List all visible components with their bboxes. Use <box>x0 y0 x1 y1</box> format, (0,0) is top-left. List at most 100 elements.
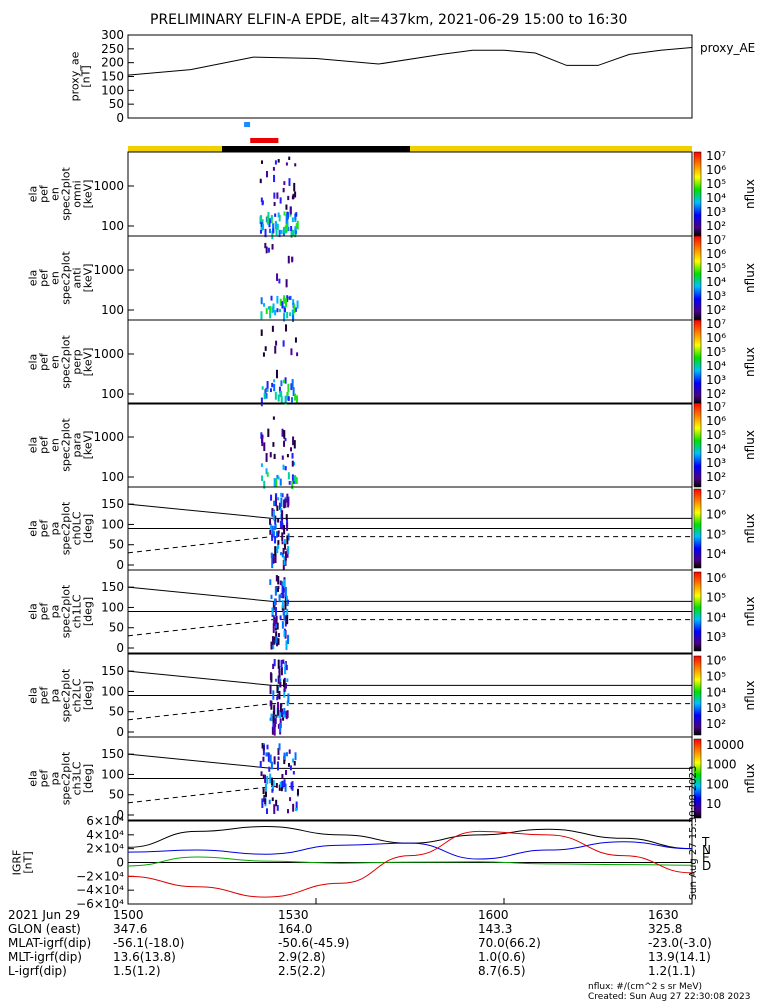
spec-pixel <box>296 300 299 309</box>
pa-pixel <box>281 780 284 789</box>
footer-row-label: L-igrf(dip) <box>8 964 67 978</box>
spec-pixel <box>287 396 290 401</box>
spec-colorbar-tick: 10⁵ <box>706 428 726 442</box>
spec-ylabel-line: pef <box>38 435 51 454</box>
spec-pixel <box>279 390 282 397</box>
pa-pixel <box>275 631 278 637</box>
pa-pixel <box>274 536 277 544</box>
pa-colorbar-gradient <box>693 571 702 652</box>
pa-colorbar-tick: 10⁴ <box>706 610 726 624</box>
spec-pixel <box>275 340 278 346</box>
spec-colorbar-tick: 10⁴ <box>706 275 726 289</box>
spec-pixel <box>278 386 281 393</box>
science-zone-bar <box>250 138 279 143</box>
pa-pixel <box>285 711 288 720</box>
pa-pixel <box>284 710 287 718</box>
pa-colorbar-tick: 10⁶ <box>706 654 726 668</box>
pa-colorbar-tick: 10² <box>706 717 726 731</box>
pa-pixel <box>285 595 288 601</box>
spec-colorbar-tick: 10² <box>706 303 726 317</box>
pa-pixel <box>297 788 300 796</box>
spec-colorbar-tick: 10⁵ <box>706 261 726 275</box>
pa-pixel <box>289 797 292 802</box>
pa-colorbar-tick: 10⁶ <box>706 571 726 585</box>
pa-pixel <box>280 703 283 707</box>
footer-row-value: 70.0(66.2) <box>478 936 541 950</box>
spec-pixel <box>263 480 266 489</box>
spec-pixel <box>285 298 288 308</box>
pa-pixel <box>287 693 290 704</box>
pa-pixel <box>286 535 289 545</box>
spec-colorbar-label-group: nflux <box>743 179 757 209</box>
pa-pixel <box>287 533 290 541</box>
spec-frame <box>127 235 693 321</box>
spec-pixel <box>281 428 284 437</box>
pa-pixel <box>272 510 275 521</box>
spec-pixel <box>276 223 279 230</box>
pa-pixel <box>284 629 287 639</box>
pa-pixel <box>275 531 278 538</box>
footer-row-value: 1600 <box>478 908 509 922</box>
pa-pixel <box>284 498 287 508</box>
spec-pixel <box>271 325 274 332</box>
footer-row-value: 13.6(13.8) <box>113 950 176 964</box>
spec-pixel <box>259 178 262 184</box>
spec-colorbar-tick: 10³ <box>706 373 726 387</box>
pa-pixel <box>284 662 287 667</box>
proxy-ytick-label: 50 <box>109 97 124 111</box>
spec-pixel <box>279 197 282 204</box>
spec-ylabel-line: pef <box>38 268 51 287</box>
pa-pixel <box>272 663 275 670</box>
pa-ylabel-line: pef <box>38 519 51 538</box>
pa-pixel <box>285 664 288 671</box>
pa-ylabel-line: pef <box>38 686 51 705</box>
pa-pixel <box>277 747 280 755</box>
proxy-ytick-label: 100 <box>101 83 124 97</box>
pa-colorbar-tick: 100 <box>706 777 729 791</box>
spec-panel-3: 1001000elapefenspec2plotpara[keV]10⁷10⁶1… <box>27 400 757 489</box>
pa-pixel <box>295 801 298 811</box>
pa-ytick-label: 0 <box>116 641 124 655</box>
pa-pixel <box>272 601 275 611</box>
pa-pixel <box>281 773 284 779</box>
pa-colorbar-tick: 10⁶ <box>706 508 726 522</box>
pa-pixel <box>270 761 273 770</box>
pa-ytick-label: 50 <box>109 788 124 802</box>
pa-pixel <box>277 638 280 645</box>
pa-pixel <box>272 711 275 715</box>
pa-pixel <box>262 745 265 751</box>
spec-pixel <box>285 214 288 224</box>
pa-pixel <box>283 556 286 566</box>
pa-pixel <box>283 499 286 509</box>
pa-pixel <box>279 615 282 620</box>
pa-pixel <box>281 552 284 558</box>
pa-pixel <box>280 552 283 556</box>
pa-pixel <box>272 690 275 700</box>
spec-pixel <box>273 478 276 487</box>
pa-pixel <box>272 530 275 538</box>
footer-row-value: 1.5(1.2) <box>113 964 161 978</box>
pa-pixel <box>279 781 282 788</box>
pa-pixel <box>283 525 286 535</box>
igrf-legend-D: D <box>702 859 711 873</box>
pa-colorbar-label-group: nflux <box>743 597 757 627</box>
spec-ylabel-line: ela <box>27 186 40 203</box>
pa-pixel <box>277 756 280 760</box>
pa-pixel <box>277 588 280 592</box>
spec-pixel <box>260 311 263 320</box>
pa-pixel <box>285 514 288 521</box>
spec-pixel <box>294 337 297 343</box>
pa-ylabel-line: ch2LC <box>71 678 84 712</box>
spec-pixel <box>261 434 264 443</box>
spec-pixel <box>274 310 277 316</box>
pa-pixel <box>273 616 276 626</box>
loss-cone-upper <box>127 503 692 519</box>
pa-pixel <box>274 553 277 563</box>
pa-pixel <box>280 492 283 497</box>
pa-pixel <box>274 606 277 616</box>
spec-pixel <box>267 247 270 253</box>
spec-pixel <box>285 204 288 210</box>
spec-pixel <box>294 191 297 198</box>
pa-pixel <box>281 585 284 594</box>
